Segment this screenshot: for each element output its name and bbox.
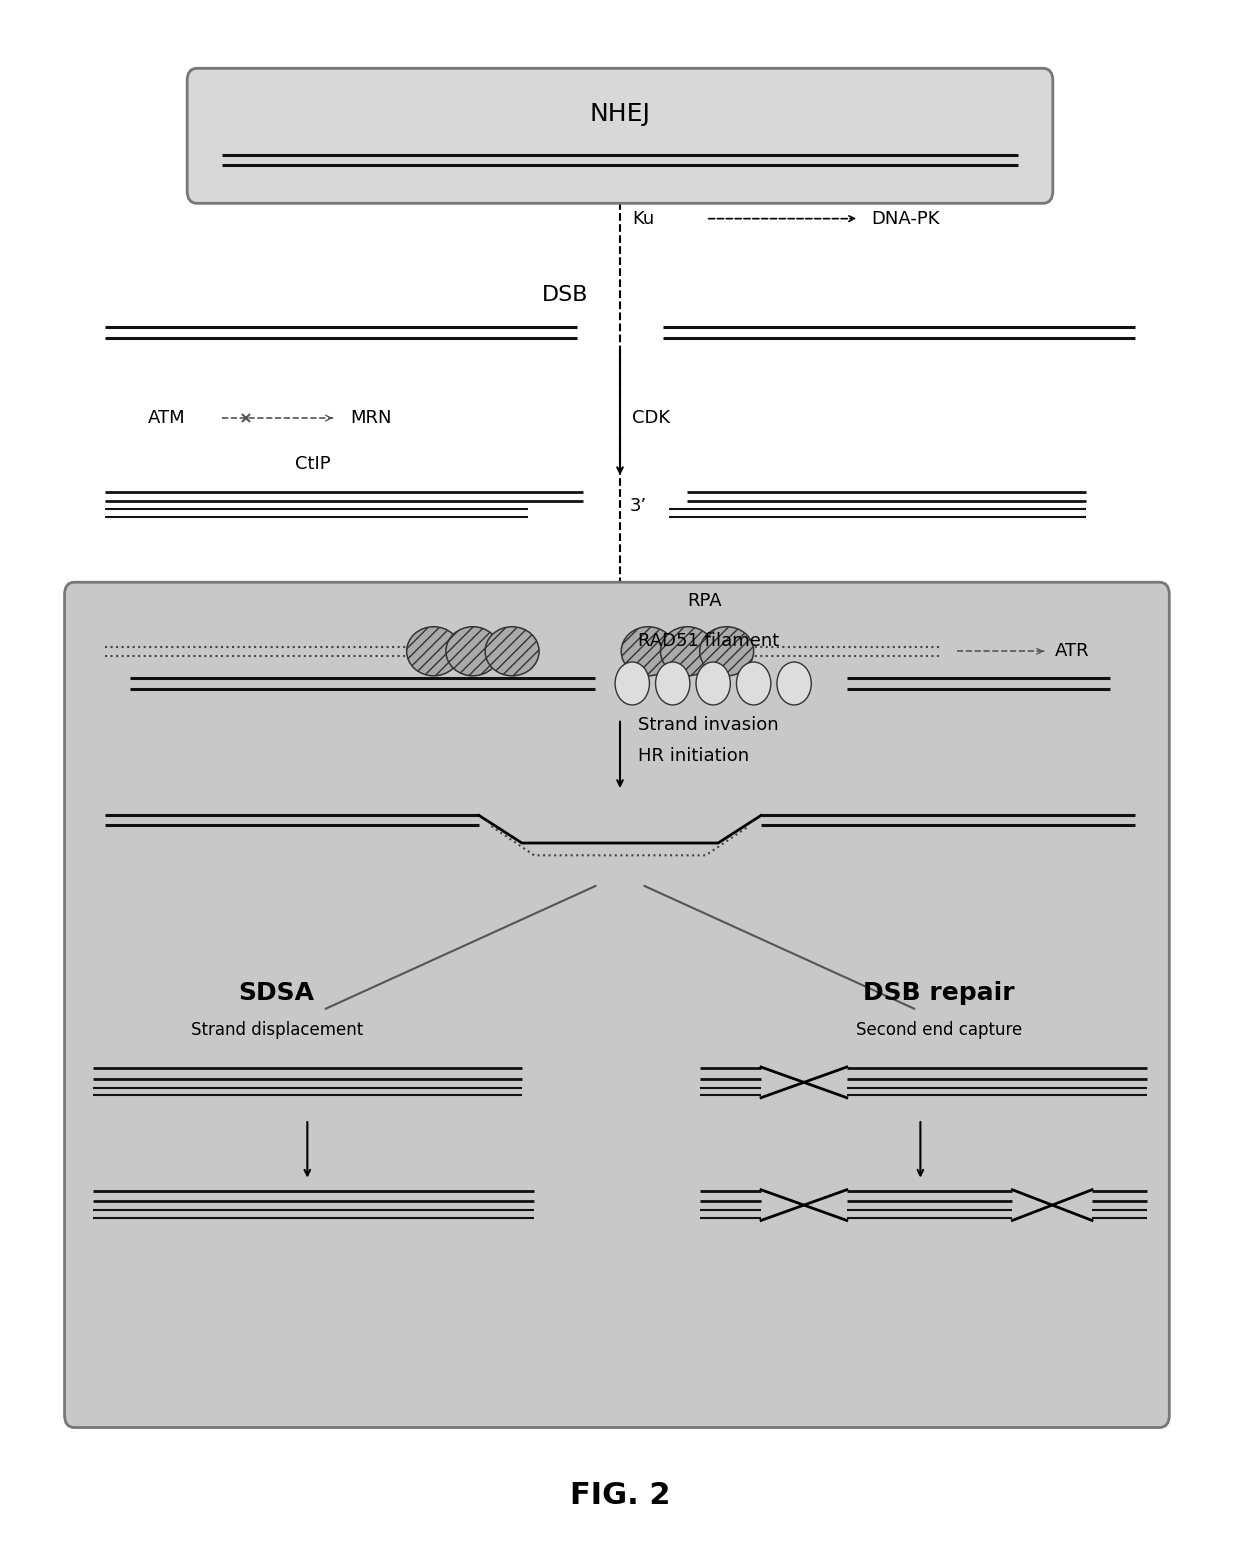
Circle shape — [615, 663, 650, 704]
Text: FIG. 2: FIG. 2 — [569, 1480, 671, 1509]
Text: Second end capture: Second end capture — [856, 1022, 1022, 1039]
Text: HR initiation: HR initiation — [639, 746, 749, 765]
Text: RPA: RPA — [687, 591, 722, 610]
Text: ATM: ATM — [148, 409, 186, 427]
Text: CtIP: CtIP — [295, 455, 331, 474]
Text: 3’: 3’ — [630, 642, 647, 661]
Text: Ku: Ku — [632, 209, 655, 228]
Text: NHEJ: NHEJ — [589, 102, 651, 125]
Ellipse shape — [407, 627, 460, 676]
Text: RAD51 filament: RAD51 filament — [639, 632, 780, 650]
Text: DNA-PK: DNA-PK — [872, 209, 940, 228]
Ellipse shape — [661, 627, 714, 676]
Text: Strand invasion: Strand invasion — [639, 715, 779, 734]
Circle shape — [777, 663, 811, 704]
Text: DSB: DSB — [542, 285, 588, 305]
Text: CDK: CDK — [632, 409, 671, 427]
Text: 3’: 3’ — [630, 497, 647, 514]
FancyBboxPatch shape — [187, 68, 1053, 203]
Text: SDSA: SDSA — [238, 981, 315, 1005]
Text: Strand displacement: Strand displacement — [191, 1022, 363, 1039]
Circle shape — [656, 663, 689, 704]
Circle shape — [737, 663, 771, 704]
Text: DSB repair: DSB repair — [863, 981, 1014, 1005]
Text: ATR: ATR — [1055, 642, 1090, 661]
Ellipse shape — [446, 627, 500, 676]
Ellipse shape — [699, 627, 754, 676]
Ellipse shape — [621, 627, 675, 676]
Ellipse shape — [485, 627, 539, 676]
FancyBboxPatch shape — [64, 582, 1169, 1427]
Text: MRN: MRN — [350, 409, 392, 427]
Circle shape — [696, 663, 730, 704]
